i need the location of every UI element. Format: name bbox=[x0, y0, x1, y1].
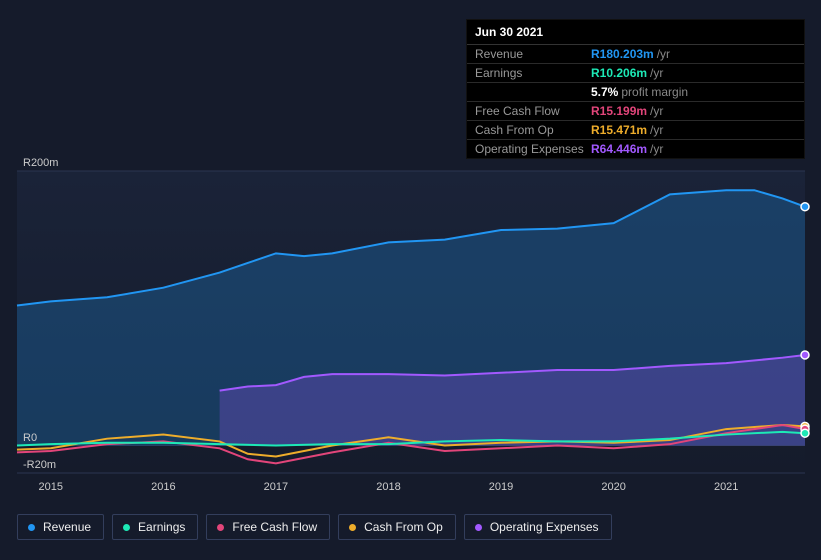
tooltip-row-value: R180.203m bbox=[591, 47, 654, 61]
x-axis-label: 2021 bbox=[714, 481, 738, 493]
tooltip-row-label: Revenue bbox=[475, 47, 591, 61]
x-axis-label: 2020 bbox=[601, 481, 625, 493]
tooltip-row-unit: /yr bbox=[650, 123, 663, 137]
tooltip-row-unit: /yr bbox=[650, 104, 663, 118]
legend-dot bbox=[28, 524, 35, 531]
legend-item[interactable]: Cash From Op bbox=[338, 514, 456, 540]
tooltip-row-unit: /yr bbox=[650, 66, 663, 80]
y-axis-label: R200m bbox=[23, 157, 58, 169]
tooltip-row: Cash From OpR15.471m/yr bbox=[467, 121, 804, 140]
tooltip-row: Free Cash FlowR15.199m/yr bbox=[467, 102, 804, 121]
series-marker bbox=[801, 429, 809, 437]
tooltip-row-value: R64.446m bbox=[591, 142, 647, 156]
legend-label: Cash From Op bbox=[364, 520, 443, 534]
tooltip-date: Jun 30 2021 bbox=[467, 20, 804, 45]
legend-label: Operating Expenses bbox=[490, 520, 599, 534]
chart-svg[interactable] bbox=[17, 155, 805, 475]
tooltip-row-value: R15.199m bbox=[591, 104, 647, 118]
tooltip-subvalue: 5.7% bbox=[591, 85, 618, 99]
series-marker bbox=[801, 203, 809, 211]
tooltip-row-label: Operating Expenses bbox=[475, 142, 591, 156]
x-axis-label: 2018 bbox=[376, 481, 400, 493]
series-marker bbox=[801, 351, 809, 359]
tooltip-row: EarningsR10.206m/yr bbox=[467, 64, 804, 83]
legend: Revenue Earnings Free Cash Flow Cash From O… bbox=[17, 514, 612, 540]
x-axis-label: 2016 bbox=[151, 481, 175, 493]
tooltip-row-value: R10.206m bbox=[591, 66, 647, 80]
tooltip-row-label: Cash From Op bbox=[475, 123, 591, 137]
legend-label: Free Cash Flow bbox=[232, 520, 317, 534]
legend-dot bbox=[475, 524, 482, 531]
legend-item[interactable]: Revenue bbox=[17, 514, 104, 540]
tooltip-row-label: Free Cash Flow bbox=[475, 104, 591, 118]
x-axis-label: 2015 bbox=[39, 481, 63, 493]
tooltip-row: RevenueR180.203m/yr bbox=[467, 45, 804, 64]
tooltip-sublabel: profit margin bbox=[621, 85, 688, 99]
chart-area: R200mR0-R20m2015201620172018201920202021 bbox=[17, 155, 805, 475]
tooltip-row-value: R15.471m bbox=[591, 123, 647, 137]
x-axis-label: 2019 bbox=[489, 481, 513, 493]
legend-dot bbox=[349, 524, 356, 531]
y-axis-label: -R20m bbox=[23, 459, 56, 471]
x-axis-label: 2017 bbox=[264, 481, 288, 493]
tooltip-subrow: 5.7% profit margin bbox=[467, 83, 804, 102]
tooltip-rows: RevenueR180.203m/yrEarningsR10.206m/yr5.… bbox=[467, 45, 804, 158]
tooltip-box: Jun 30 2021 RevenueR180.203m/yrEarningsR… bbox=[466, 19, 805, 159]
y-axis-label: R0 bbox=[23, 432, 37, 444]
tooltip-row: Operating ExpensesR64.446m/yr bbox=[467, 140, 804, 158]
legend-item[interactable]: Operating Expenses bbox=[464, 514, 612, 540]
legend-dot bbox=[123, 524, 130, 531]
tooltip-row-unit: /yr bbox=[657, 47, 670, 61]
legend-item[interactable]: Earnings bbox=[112, 514, 198, 540]
legend-label: Revenue bbox=[43, 520, 91, 534]
tooltip-row-unit: /yr bbox=[650, 142, 663, 156]
legend-item[interactable]: Free Cash Flow bbox=[206, 514, 330, 540]
legend-dot bbox=[217, 524, 224, 531]
tooltip-row-label: Earnings bbox=[475, 66, 591, 80]
legend-label: Earnings bbox=[138, 520, 185, 534]
